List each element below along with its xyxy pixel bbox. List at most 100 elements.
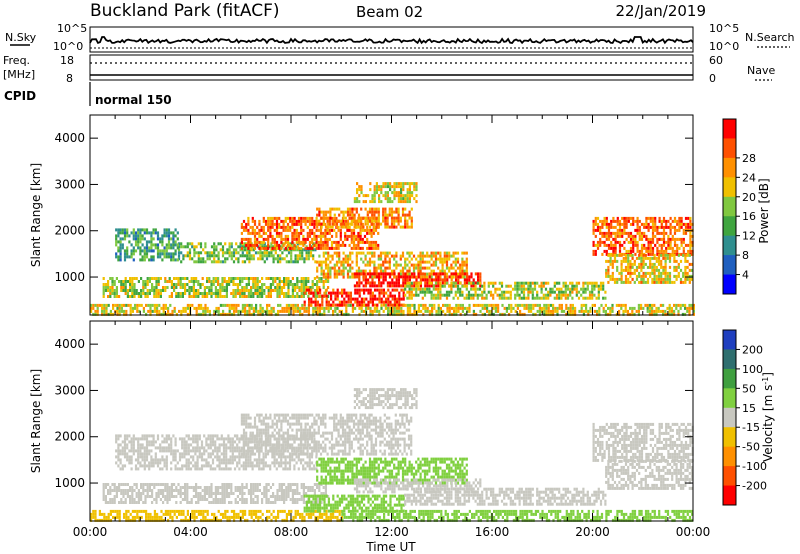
heatmap-cell — [293, 222, 296, 226]
heatmap-cell — [393, 210, 396, 214]
heatmap-cell — [175, 312, 178, 316]
heatmap-cell — [155, 292, 158, 295]
heatmap-cell — [355, 257, 358, 261]
heatmap-cell — [444, 512, 447, 516]
heatmap-cell — [486, 303, 489, 307]
heatmap-cell — [312, 309, 315, 313]
heatmap-cell — [292, 306, 295, 310]
heatmap-cell — [620, 271, 623, 275]
heatmap-cell — [138, 509, 141, 513]
heatmap-cell — [396, 303, 399, 307]
heatmap-cell — [465, 293, 468, 297]
heatmap-cell — [673, 274, 676, 278]
heatmap-cell — [360, 303, 363, 307]
heatmap-cell — [373, 225, 376, 229]
heatmap-cell — [247, 295, 250, 298]
heatmap-cell — [122, 280, 125, 283]
heatmap-cell — [376, 303, 379, 307]
heatmap-cell — [373, 200, 376, 204]
heatmap-cell — [428, 254, 431, 258]
heatmap-cell — [515, 512, 518, 516]
heatmap-cell — [657, 256, 661, 260]
heatmap-cell — [186, 242, 189, 246]
heatmap-cell — [314, 518, 317, 522]
heatmap-cell — [120, 286, 123, 289]
heatmap-cell — [145, 246, 149, 250]
heatmap-cell — [622, 268, 625, 272]
heatmap-cell — [289, 280, 292, 283]
heatmap-cell — [246, 242, 249, 246]
heatmap-cell — [632, 240, 635, 244]
heatmap-cell — [275, 243, 279, 247]
heatmap-cell — [653, 256, 656, 260]
heatmap-cell — [269, 283, 272, 286]
heatmap-cell — [635, 274, 639, 278]
heatmap-cell — [441, 278, 444, 282]
heatmap-cell — [417, 272, 420, 276]
heatmap-cell — [268, 509, 271, 513]
heatmap-cell — [225, 289, 228, 292]
heatmap-cell — [243, 245, 247, 249]
heatmap-cell — [558, 303, 561, 307]
heatmap-cell — [421, 251, 424, 255]
heatmap-cell — [204, 509, 207, 513]
heatmap-cell — [624, 303, 627, 307]
heatmap-cell — [235, 251, 238, 255]
heatmap-cell — [682, 231, 685, 235]
heatmap-cell — [409, 312, 412, 316]
heatmap-cell — [288, 306, 291, 310]
heatmap-cell — [105, 312, 108, 316]
heatmap-cell — [283, 242, 286, 246]
heatmap-cell — [162, 309, 165, 313]
heatmap-cell — [444, 278, 447, 282]
heatmap-cell — [148, 292, 151, 295]
heatmap-cell — [212, 283, 215, 286]
heatmap-cell — [500, 293, 504, 297]
heatmap-cell — [316, 306, 319, 310]
heatmap-cell — [233, 303, 236, 307]
heatmap-cell — [103, 306, 106, 310]
heatmap-cell — [377, 207, 380, 211]
heatmap-cell — [274, 289, 277, 292]
heatmap-cell — [261, 257, 264, 261]
heatmap-cell — [419, 287, 422, 291]
heatmap-cell — [269, 219, 272, 223]
heatmap-cell — [336, 509, 339, 513]
heatmap-cell — [386, 272, 389, 276]
heatmap-cell — [379, 257, 383, 261]
heatmap-cell — [410, 251, 413, 255]
heatmap-cell — [450, 290, 453, 294]
heatmap-cell — [126, 289, 129, 292]
heatmap-cell — [358, 291, 361, 295]
heatmap-cell — [399, 257, 402, 261]
heatmap-cell — [259, 312, 262, 316]
heatmap-cell — [181, 295, 184, 298]
heatmap-cell — [291, 237, 294, 241]
heatmap-cell — [314, 242, 317, 246]
heatmap-cell — [170, 258, 173, 262]
heatmap-cell — [178, 309, 181, 313]
heatmap-cell — [327, 295, 330, 298]
heatmap-cell — [662, 234, 666, 238]
heatmap-cell — [241, 309, 244, 313]
heatmap-cell — [510, 306, 513, 310]
heatmap-cell — [655, 277, 658, 281]
heatmap-cell — [129, 518, 132, 522]
heatmap-cell — [324, 292, 327, 295]
heatmap-cell — [456, 287, 460, 291]
heatmap-cell — [402, 182, 405, 186]
heatmap-cell — [206, 280, 209, 283]
heatmap-cell — [379, 269, 383, 273]
heatmap-cell — [456, 257, 460, 261]
heatmap-cell — [605, 515, 608, 519]
heatmap-cell — [285, 512, 288, 516]
heatmap-cell — [622, 518, 626, 522]
heatmap-cell — [419, 260, 422, 264]
heatmap-cell — [616, 216, 619, 220]
heatmap-cell — [421, 266, 424, 270]
heatmap-cell — [164, 286, 167, 289]
heatmap-cell — [649, 216, 652, 220]
heatmap-cell — [439, 296, 442, 300]
heatmap-cell — [349, 257, 352, 261]
heatmap-cell — [571, 281, 574, 285]
